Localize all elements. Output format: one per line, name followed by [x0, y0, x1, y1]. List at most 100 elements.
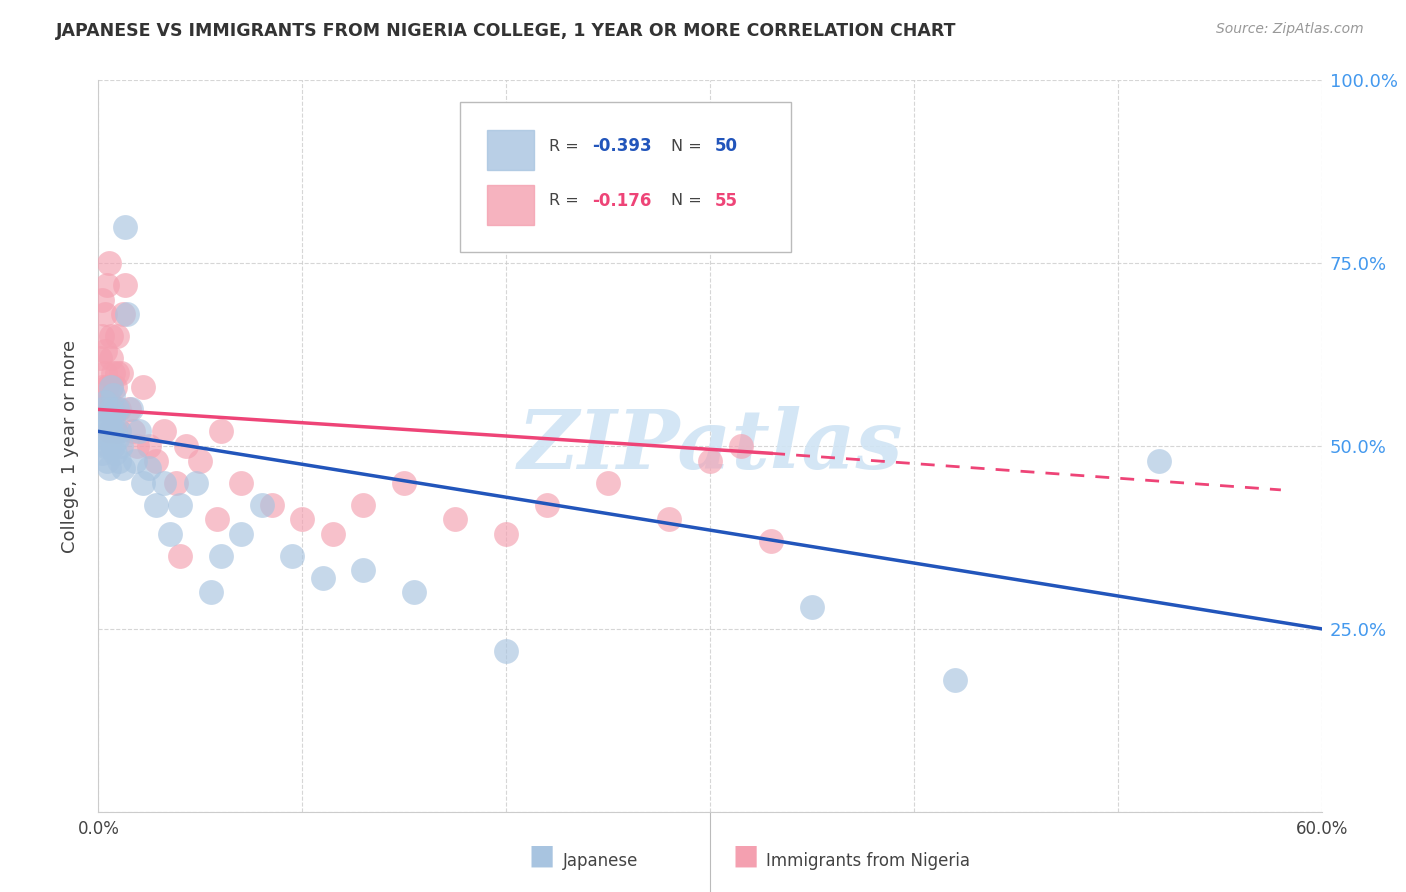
- Point: [730, 439, 752, 453]
- Point: [352, 498, 374, 512]
- Point: [658, 512, 681, 526]
- Point: [801, 599, 824, 614]
- Point: [101, 388, 124, 402]
- Point: [209, 549, 232, 563]
- Point: [100, 402, 122, 417]
- Point: [100, 329, 122, 343]
- Point: [105, 366, 128, 380]
- Point: [159, 526, 181, 541]
- Point: [101, 366, 124, 380]
- Point: [138, 461, 160, 475]
- Point: [132, 380, 155, 394]
- Point: [97, 439, 120, 453]
- Point: [91, 380, 114, 394]
- Text: R =: R =: [548, 138, 583, 153]
- Point: [114, 219, 136, 234]
- Text: JAPANESE VS IMMIGRANTS FROM NIGERIA COLLEGE, 1 YEAR OR MORE CORRELATION CHART: JAPANESE VS IMMIGRANTS FROM NIGERIA COLL…: [56, 22, 956, 40]
- Point: [91, 293, 114, 307]
- Text: R =: R =: [548, 194, 583, 209]
- Point: [93, 343, 115, 358]
- Text: Japanese: Japanese: [562, 852, 638, 870]
- Point: [1147, 453, 1170, 467]
- Point: [495, 526, 517, 541]
- Point: [115, 307, 138, 321]
- Point: [231, 526, 253, 541]
- Text: 50: 50: [714, 137, 738, 155]
- Point: [91, 402, 114, 417]
- Point: [96, 409, 118, 424]
- Point: [699, 453, 721, 467]
- Point: [105, 402, 128, 417]
- Point: [89, 425, 111, 439]
- Point: [404, 585, 426, 599]
- Point: [111, 461, 134, 475]
- Point: [169, 498, 191, 512]
- Point: [104, 425, 127, 439]
- Point: [122, 425, 145, 439]
- Point: [105, 329, 128, 343]
- Point: [124, 453, 146, 467]
- Point: [101, 439, 124, 453]
- Point: [598, 475, 620, 490]
- Text: N =: N =: [671, 194, 707, 209]
- Text: -0.176: -0.176: [592, 192, 652, 210]
- Point: [250, 498, 273, 512]
- Bar: [488, 185, 534, 225]
- FancyBboxPatch shape: [461, 103, 790, 252]
- Point: [128, 425, 150, 439]
- Point: [93, 307, 115, 321]
- Point: [100, 380, 122, 394]
- Point: [138, 439, 160, 453]
- Text: Immigrants from Nigeria: Immigrants from Nigeria: [766, 852, 970, 870]
- Point: [108, 402, 131, 417]
- Point: [352, 563, 374, 577]
- Point: [165, 475, 187, 490]
- Point: [118, 402, 141, 417]
- Point: [93, 417, 115, 431]
- Point: [93, 439, 115, 453]
- Point: [536, 498, 558, 512]
- Point: [200, 585, 222, 599]
- Point: [96, 432, 118, 446]
- Text: -0.393: -0.393: [592, 137, 652, 155]
- Point: [101, 409, 124, 424]
- Point: [761, 534, 783, 549]
- Point: [97, 417, 120, 431]
- Point: [169, 549, 191, 563]
- Point: [943, 673, 966, 687]
- Point: [110, 366, 132, 380]
- Point: [260, 498, 283, 512]
- Text: ■: ■: [733, 842, 758, 870]
- Point: [89, 402, 111, 417]
- Point: [96, 278, 118, 293]
- Point: [104, 380, 127, 394]
- Text: Source: ZipAtlas.com: Source: ZipAtlas.com: [1216, 22, 1364, 37]
- Point: [111, 307, 134, 321]
- Point: [96, 402, 118, 417]
- Point: [312, 571, 335, 585]
- Point: [96, 380, 118, 394]
- Point: [145, 453, 167, 467]
- Point: [108, 425, 131, 439]
- Bar: [488, 129, 534, 169]
- Point: [205, 512, 228, 526]
- Point: [114, 278, 136, 293]
- Point: [392, 475, 416, 490]
- Point: [495, 644, 517, 658]
- Point: [89, 351, 111, 366]
- Point: [108, 453, 131, 467]
- Point: [91, 446, 114, 460]
- Point: [110, 439, 132, 453]
- Point: [97, 395, 120, 409]
- Point: [108, 425, 131, 439]
- Point: [104, 446, 127, 460]
- Point: [127, 439, 149, 453]
- Point: [120, 402, 142, 417]
- Point: [209, 425, 232, 439]
- Point: [132, 475, 155, 490]
- Point: [100, 425, 122, 439]
- Point: [97, 425, 120, 439]
- Point: [188, 453, 212, 467]
- Point: [231, 475, 253, 490]
- Point: [444, 512, 467, 526]
